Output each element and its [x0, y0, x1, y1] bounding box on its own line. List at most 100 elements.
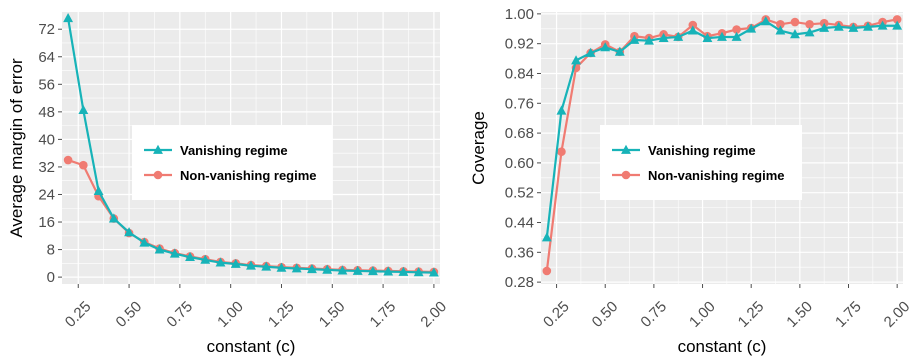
y-tick-label: 56	[38, 76, 55, 93]
data-point	[78, 104, 89, 115]
data-point	[63, 155, 73, 165]
x-tick-label: 1.75	[367, 298, 400, 331]
data-point	[154, 244, 165, 254]
data-point	[246, 260, 256, 270]
data-point	[760, 16, 771, 26]
data-point	[776, 19, 785, 29]
data-point	[571, 55, 581, 65]
data-point	[428, 267, 439, 277]
data-point	[276, 262, 287, 272]
data-point	[352, 265, 363, 275]
y-tick-label: 0	[47, 269, 55, 286]
data-point	[337, 265, 348, 275]
y-tick-label: 16	[38, 214, 55, 231]
y-tick-label: 0.52	[505, 185, 534, 202]
data-point	[383, 266, 394, 276]
data-point	[746, 23, 757, 33]
data-point	[732, 25, 741, 34]
data-point	[93, 185, 104, 195]
data-point	[629, 34, 640, 44]
data-point	[291, 263, 302, 273]
legend: Vanishing regime Non-vanishing regime	[132, 125, 332, 200]
x-tick-label: 0.50	[113, 298, 146, 331]
data-point	[805, 19, 814, 29]
y-axis-title: Coverage	[469, 111, 488, 185]
data-point	[702, 32, 713, 42]
x-axis-title: constant (c)	[678, 337, 767, 356]
data-point	[658, 32, 669, 42]
x-tick-label: 0.75	[637, 298, 670, 331]
x-tick-label: 1.75	[832, 298, 865, 331]
legend-key-marker	[153, 144, 163, 154]
legend: Vanishing regime Non-vanishing regime	[600, 125, 802, 200]
series-vanishing	[63, 12, 439, 277]
y-tick-label: 64	[38, 49, 55, 66]
data-point	[367, 266, 378, 276]
data-point	[185, 251, 195, 262]
x-tick-label: 1.50	[783, 298, 816, 331]
y-tick-label: 48	[38, 104, 55, 121]
data-point	[892, 15, 902, 24]
data-point	[79, 160, 88, 170]
data-point	[790, 29, 800, 39]
data-point	[413, 267, 424, 277]
chart-1: 0.25 0.50 0.75 1.00 1.25 1.50 1.75 2.00 0 8 16 24 32…	[7, 12, 450, 356]
data-point	[892, 20, 903, 30]
x-tick-label: 1.00	[686, 298, 719, 331]
data-point	[169, 248, 180, 258]
data-point	[717, 31, 727, 41]
data-point	[557, 147, 566, 157]
data-point	[124, 227, 135, 237]
data-point	[215, 257, 226, 267]
x-tick-label: 1.50	[316, 298, 349, 331]
x-tick-label: 1.25	[265, 298, 298, 331]
series-vanishing	[541, 16, 903, 242]
data-point	[556, 105, 567, 115]
x-axis-title: constant (c)	[207, 337, 296, 356]
legend-label: Non-vanishing regime	[648, 168, 785, 183]
data-point	[775, 25, 786, 35]
data-point	[848, 22, 859, 32]
data-point	[541, 232, 552, 242]
y-tick-label: 0.44	[505, 215, 534, 232]
data-point	[307, 263, 317, 274]
x-tick-label: 0.25	[62, 298, 95, 331]
data-point	[688, 20, 698, 30]
y-axis-title: Average margin of error	[7, 58, 26, 238]
y-tick-label: 0.92	[505, 36, 534, 53]
data-point	[139, 237, 150, 247]
y-tick-label: 0.60	[505, 155, 534, 172]
legend-label: Non-vanishing regime	[180, 168, 317, 183]
data-point	[833, 21, 844, 31]
data-point	[63, 12, 74, 23]
data-point	[230, 258, 241, 268]
data-point	[542, 266, 552, 276]
data-point	[804, 27, 815, 37]
data-point	[614, 46, 625, 56]
legend-key-marker	[153, 170, 163, 180]
y-tick-label: 40	[38, 131, 55, 148]
y-tick-label: 8	[47, 242, 55, 259]
legend-box	[132, 125, 332, 200]
data-point	[261, 261, 272, 271]
x-tick-label: 0.25	[540, 298, 573, 331]
data-point	[687, 25, 698, 35]
x-tick-label: 1.25	[735, 298, 768, 331]
y-tick-label: 1.00	[505, 6, 534, 23]
data-point	[863, 21, 873, 31]
data-point	[644, 35, 654, 45]
y-tick-label: 24	[38, 186, 55, 203]
y-tick-label: 0.28	[505, 274, 534, 291]
x-tick-label: 0.50	[589, 298, 622, 331]
x-tick-label: 1.00	[214, 298, 247, 331]
legend-key-marker	[621, 144, 631, 154]
x-tick-label: 0.75	[163, 298, 196, 331]
x-tick-label: 2.00	[881, 298, 910, 331]
y-tick-label: 0.68	[505, 125, 534, 142]
data-point	[819, 22, 830, 32]
data-point	[790, 17, 800, 27]
data-point	[398, 266, 409, 276]
data-point	[877, 20, 888, 30]
legend-box	[600, 125, 802, 200]
